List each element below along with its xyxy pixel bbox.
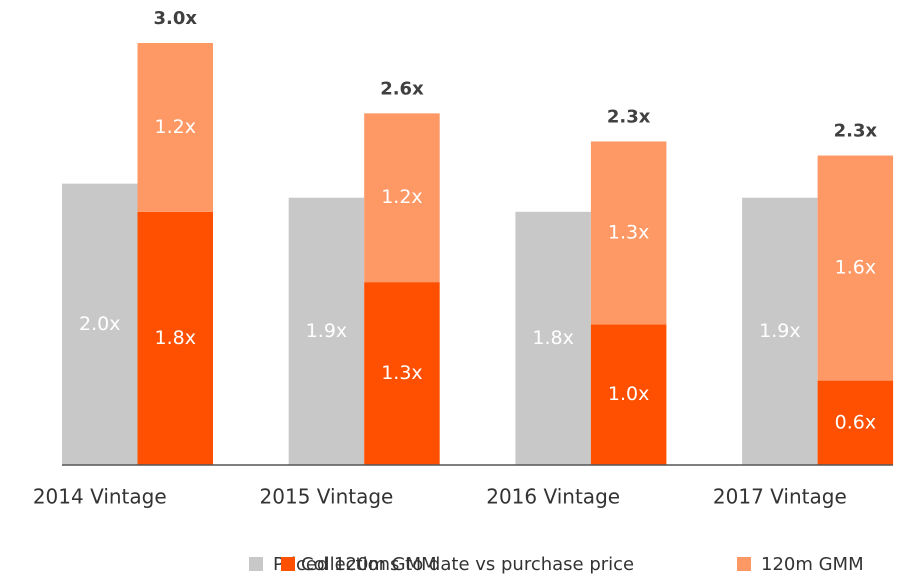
legend-swatch — [249, 557, 263, 571]
value-label: 1.2x — [381, 186, 422, 208]
value-label: 0.6x — [835, 411, 876, 433]
legend-label: Collections to date vs purchase price — [301, 554, 634, 575]
legend-label: 120m GMM — [761, 554, 864, 575]
x-tick-label: 2016 Vintage — [486, 485, 620, 509]
bar — [288, 197, 365, 465]
value-label: 1.3x — [381, 362, 422, 384]
legend-swatch — [281, 557, 295, 571]
value-label: 1.0x — [608, 383, 649, 405]
bar — [137, 211, 213, 465]
bar — [364, 282, 440, 465]
value-label: 1.6x — [835, 257, 876, 279]
value-label: 1.3x — [608, 221, 649, 243]
legend-swatch — [737, 557, 751, 571]
bar — [817, 380, 894, 465]
value-label: 1.9x — [306, 320, 347, 342]
bar — [742, 197, 818, 465]
legend-label: Priced 120m GMM — [273, 554, 437, 575]
value-label: 1.8x — [155, 327, 196, 349]
bar — [62, 183, 138, 465]
value-label: 1.9x — [759, 320, 800, 342]
bar — [515, 211, 591, 465]
total-label: 3.0x — [154, 8, 198, 29]
bar — [364, 113, 440, 283]
value-label: 1.8x — [532, 327, 573, 349]
x-tick-label: 2015 Vintage — [260, 485, 394, 509]
bar — [137, 43, 213, 212]
total-label: 2.3x — [834, 121, 878, 142]
value-label: 2.0x — [79, 313, 120, 335]
x-tick-label: 2017 Vintage — [713, 485, 847, 509]
value-label: 1.2x — [155, 116, 196, 138]
bar — [590, 324, 667, 465]
bar — [590, 141, 667, 325]
x-tick-label: 2014 Vintage — [33, 485, 167, 509]
total-label: 2.3x — [607, 106, 651, 127]
bar — [817, 155, 894, 381]
total-label: 2.6x — [380, 78, 424, 99]
